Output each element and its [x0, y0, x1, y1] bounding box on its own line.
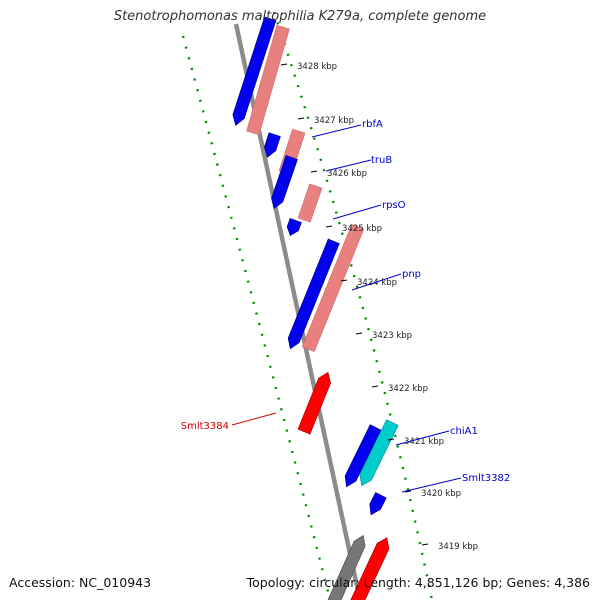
tick-label: 3422 kbp: [388, 384, 428, 394]
reverse-gene-arrow: [350, 537, 390, 600]
forward-gene-arrow: [286, 218, 302, 236]
tick-mark: [340, 279, 348, 282]
gene-label: truB: [371, 155, 392, 166]
gene-label: rbfA: [362, 119, 383, 130]
gene-label-leader: [311, 124, 362, 138]
gene-label-leader: [395, 430, 450, 446]
gene-label-leader: [332, 204, 382, 220]
gene-label-leader: [401, 477, 462, 493]
cds-feature-cyan: [359, 419, 399, 486]
tick-mark: [421, 543, 429, 546]
accession-label: Accession: NC_010943: [9, 575, 152, 590]
tick-label: 3426 kbp: [327, 169, 367, 179]
gene-label: Smlt3384: [181, 421, 229, 432]
tick-label: 3420 kbp: [421, 489, 461, 499]
forward-gene-arrow: [232, 16, 277, 126]
rna-feature: [246, 24, 290, 136]
gene-label-leader: [351, 273, 402, 291]
tick-mark: [404, 490, 412, 493]
gene-label: chiA1: [450, 426, 478, 437]
tick-label: 3421 kbp: [404, 437, 444, 447]
tick-mark: [371, 385, 379, 388]
tick-label: 3423 kbp: [372, 331, 412, 341]
forward-gene-arrow: [369, 492, 387, 516]
tick-label: 3424 kbp: [357, 278, 397, 288]
reverse-gene-arrow: [297, 371, 331, 435]
tick-mark: [387, 438, 395, 441]
gene-label: rpsO: [382, 200, 406, 211]
tick-mark: [355, 332, 363, 335]
gray-feature: [327, 535, 366, 600]
forward-gene-arrow: [287, 238, 340, 350]
tick-mark: [325, 225, 333, 228]
tick-mark: [297, 117, 305, 120]
tick-mark: [310, 170, 318, 173]
tick-label: 3419 kbp: [438, 542, 478, 552]
tick-mark: [280, 63, 288, 66]
gene-label-leader: [231, 412, 277, 426]
tick-label: 3427 kbp: [314, 116, 354, 126]
forward-gene-arrow: [271, 155, 298, 210]
gc-skew-track-inner: [181, 35, 332, 600]
tick-label: 3425 kbp: [342, 224, 382, 234]
forward-gene-arrow: [264, 132, 281, 158]
gene-label-leader: [325, 159, 372, 172]
topology-label: Topology: circular; Length: 4,851,126 bp…: [246, 575, 590, 590]
rna-feature: [297, 183, 323, 223]
forward-gene-arrow: [344, 424, 382, 488]
backbone-line: [233, 23, 363, 600]
tick-label: 3428 kbp: [297, 62, 337, 72]
gene-label: Smlt3382: [462, 473, 510, 484]
gene-label: pnp: [402, 269, 421, 280]
rna-feature: [301, 224, 365, 352]
genome-title: Stenotrophomonas maltophilia K279a, comp…: [113, 9, 487, 24]
